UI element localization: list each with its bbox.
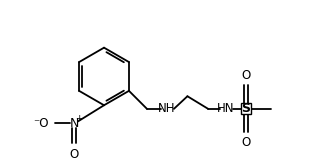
Text: HN: HN — [217, 102, 235, 115]
Text: ⁻O: ⁻O — [33, 117, 48, 130]
Text: S: S — [241, 102, 250, 115]
Text: N: N — [70, 117, 79, 130]
Bar — [240, 104, 251, 114]
Text: O: O — [241, 136, 250, 149]
Text: NH: NH — [158, 102, 175, 115]
Text: O: O — [70, 148, 79, 160]
Text: +: + — [75, 114, 83, 123]
Text: O: O — [241, 69, 250, 82]
